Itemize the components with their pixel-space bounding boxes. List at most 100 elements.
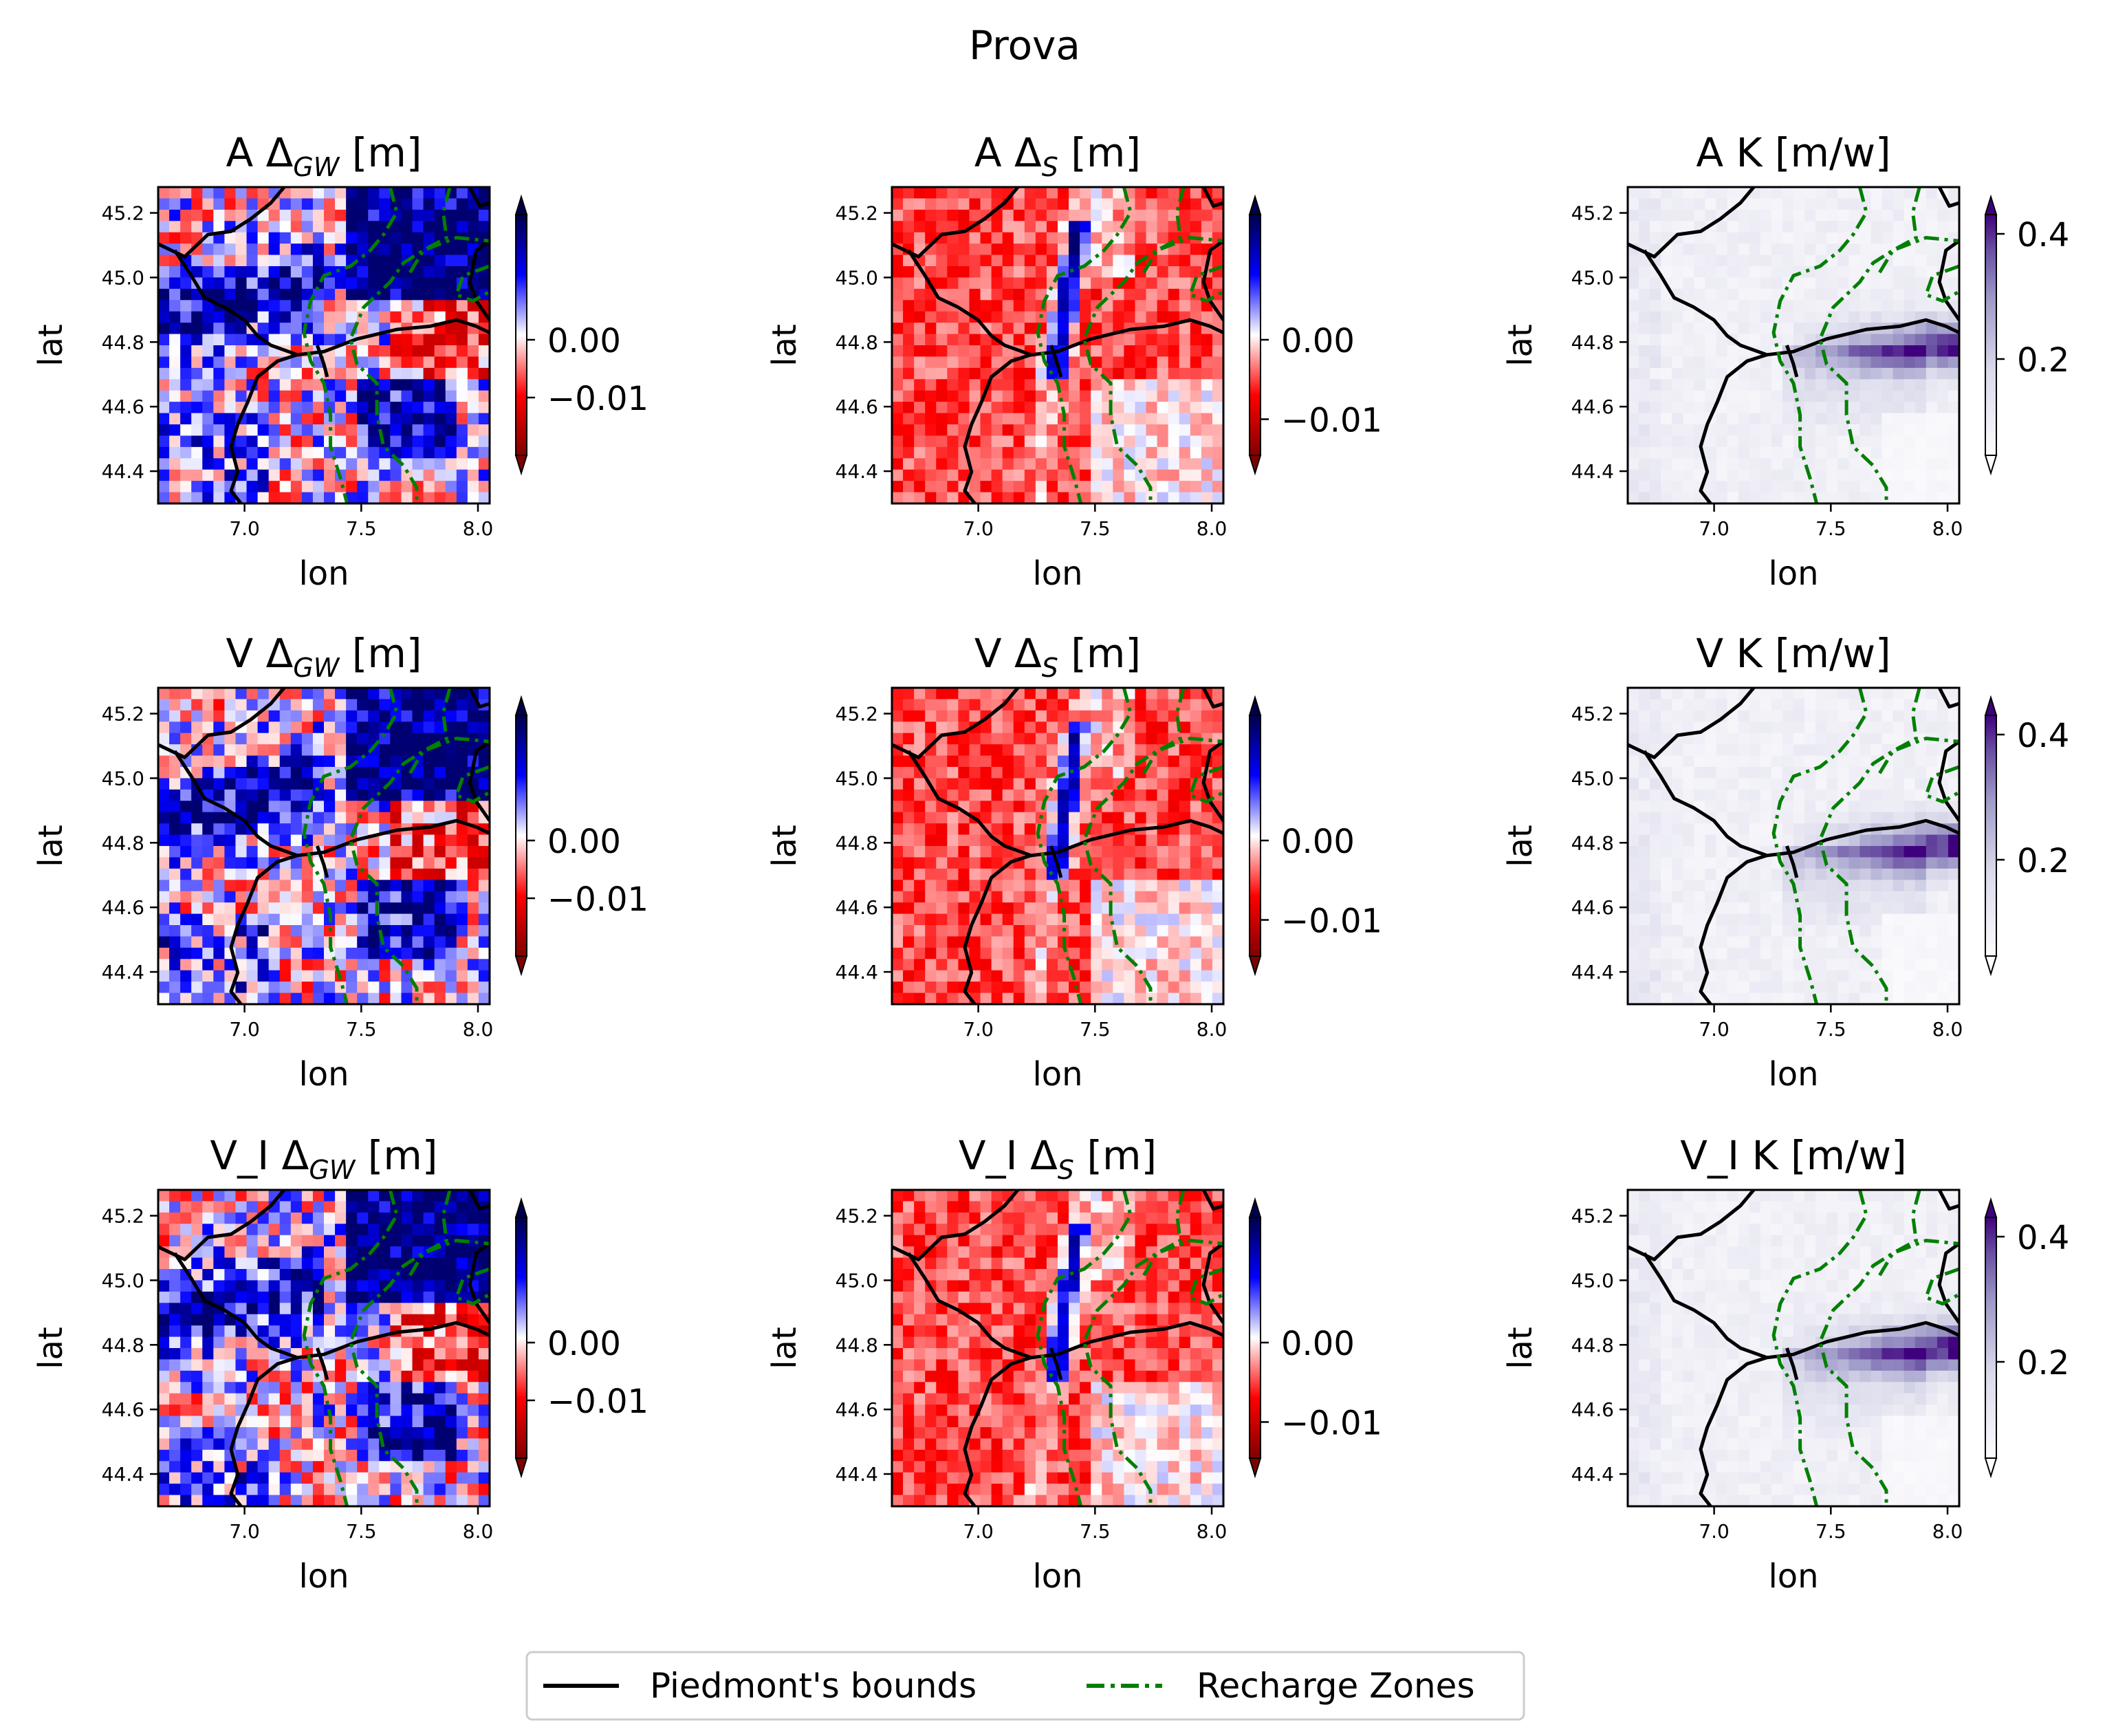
heatmap-cell xyxy=(423,936,435,948)
heatmap-cell xyxy=(1650,187,1661,199)
heatmap-cell xyxy=(158,379,170,391)
heatmap-cell xyxy=(991,458,1003,470)
heatmap-cell xyxy=(1694,891,1706,903)
heatmap-cell xyxy=(1190,823,1202,836)
heatmap-cell xyxy=(434,947,446,959)
heatmap-cell xyxy=(1146,891,1158,903)
heatmap-cell xyxy=(423,402,435,414)
heatmap-cell xyxy=(1135,710,1147,722)
heatmap-cell xyxy=(1091,221,1102,233)
heatmap-cell xyxy=(1716,187,1728,199)
heatmap-cell xyxy=(1705,266,1717,279)
heatmap-cell xyxy=(290,721,303,734)
heatmap-cell xyxy=(445,891,457,903)
heatmap-cell xyxy=(445,481,457,493)
heatmap-cell xyxy=(936,755,948,768)
heatmap-cell xyxy=(1793,277,1805,290)
heatmap-cell xyxy=(346,902,358,915)
heatmap-cell xyxy=(969,834,981,847)
y-tick-label: 45.2 xyxy=(1571,202,1614,225)
heatmap-cell xyxy=(1628,446,1639,459)
heatmap-cell xyxy=(1870,209,1883,221)
heatmap-cell xyxy=(1628,688,1639,700)
heatmap-cell xyxy=(1893,446,1905,459)
heatmap-cell xyxy=(1870,277,1883,290)
heatmap-cell xyxy=(1837,254,1849,267)
heatmap-cell xyxy=(456,435,468,448)
heatmap-cell xyxy=(467,435,479,448)
heatmap-cell xyxy=(213,435,225,448)
heatmap-cell xyxy=(958,198,970,210)
heatmap-cell xyxy=(279,254,292,267)
heatmap-cell xyxy=(1826,345,1838,358)
heatmap-cell xyxy=(1672,367,1683,380)
heatmap-cell xyxy=(1013,699,1025,711)
heatmap-cell xyxy=(312,902,325,915)
heatmap-cell xyxy=(202,959,214,971)
heatmap-cell xyxy=(892,232,904,244)
heatmap-cell xyxy=(1893,334,1905,346)
heatmap-cell xyxy=(346,187,358,199)
heatmap-cell xyxy=(357,345,369,358)
heatmap-cell xyxy=(1013,992,1025,1005)
heatmap-cell xyxy=(1749,812,1761,824)
heatmap-cell xyxy=(1738,812,1750,824)
heatmap-cell xyxy=(346,981,358,994)
heatmap-cell xyxy=(357,744,369,757)
heatmap-cell xyxy=(180,435,192,448)
heatmap-cell xyxy=(401,992,413,1005)
heatmap-cell xyxy=(1749,778,1761,790)
heatmap-cell xyxy=(1002,243,1014,256)
heatmap-cell xyxy=(1859,243,1872,256)
heatmap-cell xyxy=(1893,891,1905,903)
heatmap-cell xyxy=(1859,390,1872,402)
heatmap-cell xyxy=(1157,435,1169,448)
heatmap-cell xyxy=(1146,198,1158,210)
heatmap-cell xyxy=(1926,221,1938,233)
heatmap-cell xyxy=(1826,868,1838,880)
heatmap-cell xyxy=(1760,209,1772,221)
heatmap-cell xyxy=(1870,402,1883,414)
plot-frame xyxy=(891,686,1225,1006)
heatmap-cell xyxy=(903,356,915,369)
heatmap-cell xyxy=(1168,857,1180,869)
heatmap-cell xyxy=(1650,834,1661,847)
heatmap-cell xyxy=(290,981,303,994)
heatmap-cell xyxy=(958,834,970,847)
heatmap-cell xyxy=(1102,925,1113,937)
heatmap-cell xyxy=(1804,688,1816,700)
heatmap-cell xyxy=(1694,857,1706,869)
heatmap-cell xyxy=(1102,767,1113,779)
heatmap-cell xyxy=(1179,492,1191,504)
heatmap-cell xyxy=(1672,778,1683,790)
heatmap-cell xyxy=(191,209,203,221)
heatmap-cell xyxy=(1091,413,1102,425)
heatmap-cell xyxy=(1859,254,1872,267)
heatmap-cell xyxy=(1168,367,1180,380)
heatmap-cell xyxy=(1091,880,1102,892)
heatmap-cell xyxy=(1859,300,1872,312)
heatmap-cell xyxy=(1157,356,1169,369)
heatmap-cell xyxy=(312,300,325,312)
heatmap-cell xyxy=(202,187,214,199)
heatmap-cell xyxy=(1650,891,1661,903)
heatmap-cell xyxy=(169,699,181,711)
heatmap-cell xyxy=(312,947,325,959)
heatmap-cell xyxy=(1771,767,1783,779)
heatmap-cell xyxy=(1628,868,1639,880)
heatmap-cell xyxy=(1002,402,1014,414)
heatmap-cell xyxy=(1760,221,1772,233)
heatmap-cell xyxy=(903,209,915,221)
heatmap-cell xyxy=(445,209,457,221)
heatmap-cell xyxy=(1661,891,1672,903)
heatmap-cell xyxy=(1124,733,1136,745)
heatmap-cell xyxy=(312,288,325,301)
heatmap-cell xyxy=(1157,254,1169,267)
heatmap-cell xyxy=(1035,778,1047,790)
heatmap-cell xyxy=(1948,402,1960,414)
heatmap-cell xyxy=(1002,970,1014,982)
heatmap-cell xyxy=(1870,458,1883,470)
heatmap-cell xyxy=(434,469,446,481)
heatmap-cell xyxy=(1002,492,1014,504)
heatmap-cell xyxy=(1113,492,1124,504)
